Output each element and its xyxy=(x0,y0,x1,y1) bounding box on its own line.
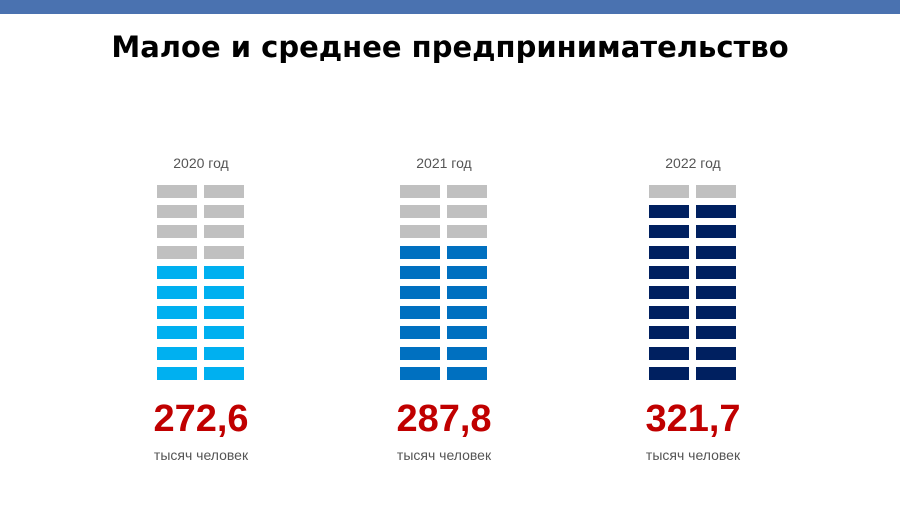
value-label: 321,7 xyxy=(645,398,741,440)
empty-bar xyxy=(696,185,736,198)
filled-bar xyxy=(400,286,440,299)
filled-bar xyxy=(696,245,736,259)
filled-bar xyxy=(400,265,440,279)
value-label: 287,8 xyxy=(396,398,492,440)
filled-bar xyxy=(157,366,197,380)
empty-bar xyxy=(204,205,244,219)
filled-bar xyxy=(649,326,689,340)
unit-label: тысяч человек xyxy=(645,447,741,463)
filled-bar xyxy=(400,245,440,259)
filled-bar xyxy=(649,286,689,299)
filled-bar xyxy=(696,205,736,219)
year-label: 2022 год xyxy=(665,155,721,171)
filled-bar xyxy=(447,245,487,259)
empty-bar xyxy=(157,185,197,198)
empty-bar xyxy=(447,205,487,219)
filled-bar xyxy=(447,265,487,279)
filled-bar xyxy=(696,286,736,299)
filled-bar xyxy=(157,265,197,279)
unit-label: тысяч человек xyxy=(153,447,249,463)
filled-bar xyxy=(447,286,487,299)
filled-bar xyxy=(447,306,487,320)
filled-bar xyxy=(649,245,689,259)
empty-bar xyxy=(204,185,244,198)
filled-bar xyxy=(696,366,736,380)
empty-bar xyxy=(157,205,197,219)
filled-bar xyxy=(400,346,440,360)
year-label: 2021 год xyxy=(416,155,472,171)
filled-bar xyxy=(649,366,689,380)
filled-bar xyxy=(696,306,736,320)
empty-bar xyxy=(157,225,197,239)
filled-bar xyxy=(696,225,736,239)
filled-bar xyxy=(400,366,440,380)
filled-bar xyxy=(447,366,487,380)
filled-bar xyxy=(157,286,197,299)
filled-bar xyxy=(204,306,244,320)
empty-bar xyxy=(400,225,440,239)
filled-bar xyxy=(400,306,440,320)
filled-bar xyxy=(157,346,197,360)
value-label: 272,6 xyxy=(153,398,249,440)
empty-bar xyxy=(400,185,440,198)
empty-bar xyxy=(400,205,440,219)
filled-bar xyxy=(204,366,244,380)
filled-bar xyxy=(204,286,244,299)
empty-bar xyxy=(649,185,689,198)
page-title: Малое и среднее предпринимательство xyxy=(111,30,789,64)
filled-bar xyxy=(649,346,689,360)
filled-bar xyxy=(649,205,689,219)
empty-bar xyxy=(447,185,487,198)
filled-bar xyxy=(447,326,487,340)
empty-bar xyxy=(157,245,197,259)
unit-label: тысяч человек xyxy=(396,447,492,463)
filled-bar xyxy=(447,346,487,360)
empty-bar xyxy=(447,225,487,239)
filled-bar xyxy=(649,225,689,239)
empty-bar xyxy=(204,225,244,239)
year-label: 2020 год xyxy=(173,155,229,171)
filled-bar xyxy=(649,306,689,320)
filled-bar xyxy=(157,326,197,340)
filled-bar xyxy=(204,346,244,360)
filled-bar xyxy=(204,265,244,279)
filled-bar xyxy=(157,306,197,320)
filled-bar xyxy=(400,326,440,340)
header-bar xyxy=(0,0,900,14)
filled-bar xyxy=(696,326,736,340)
empty-bar xyxy=(204,245,244,259)
filled-bar xyxy=(649,265,689,279)
filled-bar xyxy=(696,265,736,279)
filled-bar xyxy=(204,326,244,340)
filled-bar xyxy=(696,346,736,360)
